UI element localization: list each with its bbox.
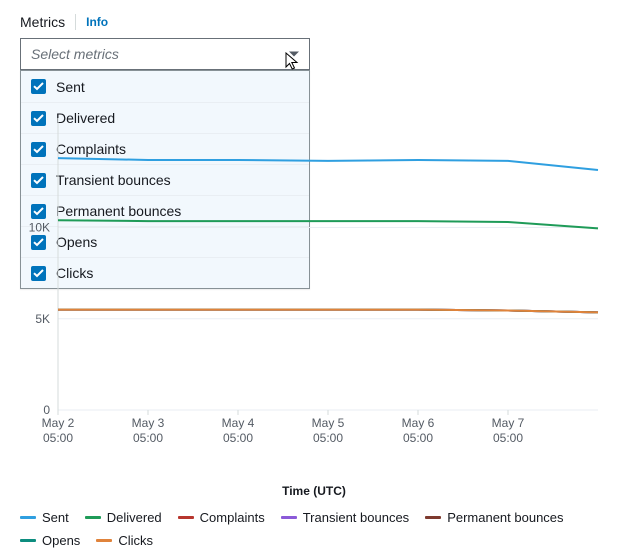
metrics-select-placeholder: Select metrics	[31, 46, 119, 62]
metrics-option[interactable]: Sent	[21, 71, 309, 102]
legend-item: Transient bounces	[281, 510, 409, 525]
header-divider	[75, 14, 76, 30]
legend-label: Transient bounces	[303, 510, 409, 525]
x-tick-labels: May 205:00 May 305:00 May 405:00 May 505:00…	[20, 416, 606, 450]
x-axis-title: Time (UTC)	[0, 484, 628, 498]
checkbox-checked-icon[interactable]	[31, 79, 46, 94]
legend-item: Clicks	[96, 533, 153, 548]
x-tick-label: May 205:00	[42, 416, 75, 446]
legend-swatch	[178, 516, 194, 519]
x-tick-label: May 405:00	[222, 416, 255, 446]
legend-swatch	[425, 516, 441, 519]
legend-item: Delivered	[85, 510, 162, 525]
legend-item: Sent	[20, 510, 69, 525]
metrics-option-label: Sent	[56, 79, 85, 95]
legend-label: Sent	[42, 510, 69, 525]
metrics-label: Metrics	[20, 14, 65, 30]
series-line	[58, 310, 598, 313]
x-tick-label: May 705:00	[492, 416, 525, 446]
metrics-select[interactable]: Select metrics SentDeliveredComplaintsTr…	[20, 38, 310, 70]
metrics-select-input[interactable]: Select metrics	[20, 38, 310, 70]
legend-item: Opens	[20, 533, 80, 548]
legend-swatch	[85, 516, 101, 519]
svg-text:0: 0	[43, 403, 50, 417]
legend-label: Delivered	[107, 510, 162, 525]
metrics-panel: Metrics Info Select metrics SentDelivere…	[0, 0, 628, 554]
x-tick-label: May 505:00	[312, 416, 345, 446]
legend-label: Permanent bounces	[447, 510, 563, 525]
legend-item: Permanent bounces	[425, 510, 563, 525]
x-tick-label: May 605:00	[402, 416, 435, 446]
legend-swatch	[96, 539, 112, 542]
x-tick-label: May 305:00	[132, 416, 165, 446]
legend-label: Clicks	[118, 533, 153, 548]
legend-swatch	[20, 516, 36, 519]
info-link[interactable]: Info	[86, 15, 108, 29]
chevron-down-icon	[289, 52, 299, 57]
legend-label: Complaints	[200, 510, 265, 525]
svg-text:5K: 5K	[35, 312, 50, 326]
svg-text:10K: 10K	[29, 221, 50, 235]
legend-swatch	[20, 539, 36, 542]
legend-item: Complaints	[178, 510, 265, 525]
metrics-line-chart: 05K10K May 205:00May 305:00May 405:00May…	[20, 118, 610, 476]
chart-legend: Sent Delivered Complaints Transient bounces…	[20, 510, 610, 548]
chart-svg: 0 5K 10K	[20, 118, 606, 428]
series-line	[58, 158, 598, 170]
legend-swatch	[281, 516, 297, 519]
legend-label: Opens	[42, 533, 80, 548]
metrics-header: Metrics Info	[20, 14, 610, 30]
